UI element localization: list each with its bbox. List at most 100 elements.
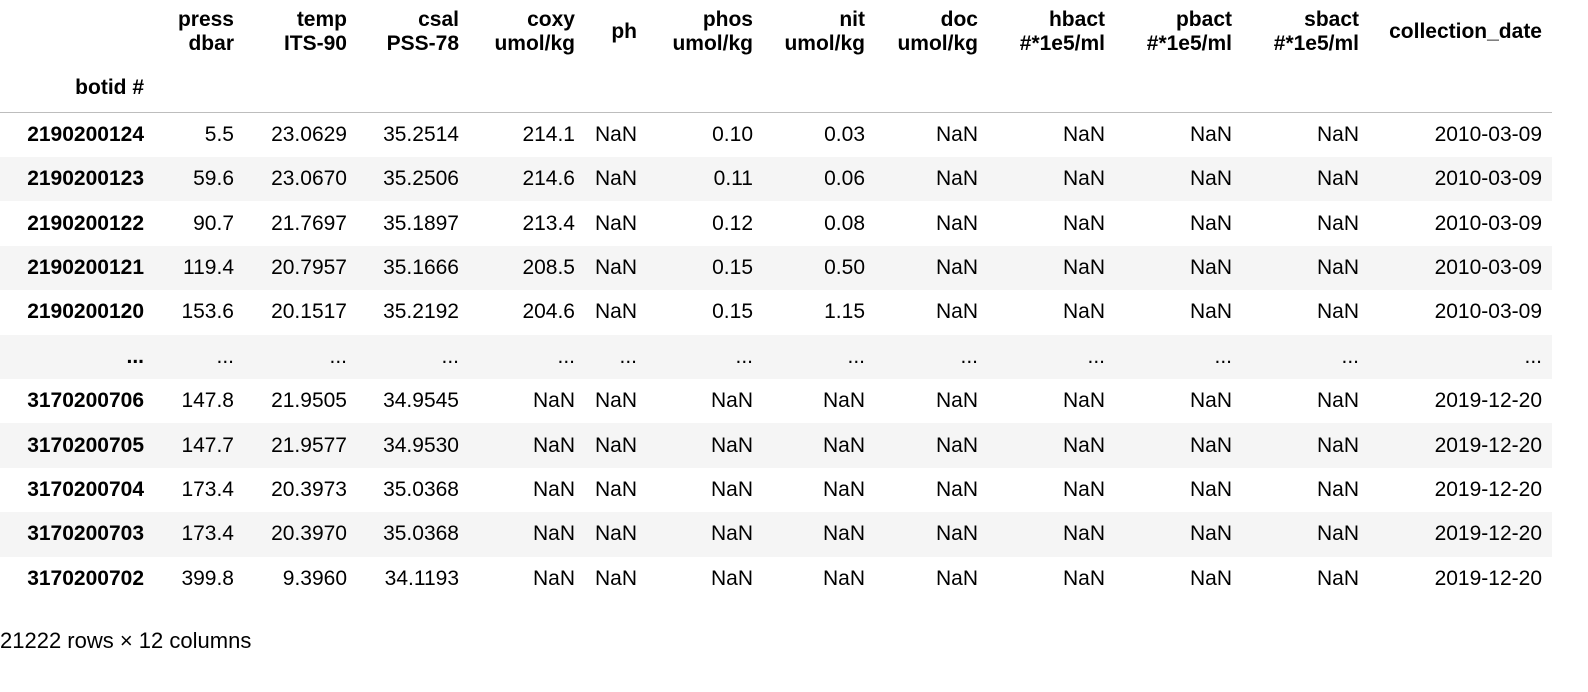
table-row: 2190200124 5.5 23.0629 35.2514 214.1 NaN 0.10 0… bbox=[0, 112, 1552, 157]
cell-date: 2019-12-20 bbox=[1434, 522, 1542, 546]
table-row: 3170200704 173.4 20.3973 35.0368 NaN NaN NaN Na… bbox=[0, 467, 1552, 513]
column-name: pbact bbox=[1175, 8, 1232, 31]
cell-coxy: NaN bbox=[532, 477, 575, 501]
cell-pbact: NaN bbox=[1189, 566, 1232, 590]
cell-coxy: 213.4 bbox=[522, 211, 575, 235]
cell-doc: NaN bbox=[935, 566, 978, 590]
cell-press: ... bbox=[216, 344, 234, 368]
column-unit: umol/kg bbox=[494, 32, 575, 55]
cell-phos: 0.11 bbox=[713, 167, 753, 191]
cell-coxy: NaN bbox=[532, 522, 575, 546]
cell-ph: ... bbox=[619, 344, 637, 368]
column-header-doc: doc umol/kg bbox=[875, 0, 988, 64]
cell-press: 153.6 bbox=[181, 300, 234, 324]
column-name: press bbox=[177, 8, 234, 31]
cell-nit: NaN bbox=[822, 389, 865, 413]
cell-csal: 34.1193 bbox=[384, 566, 459, 590]
cell-pbact: NaN bbox=[1189, 389, 1232, 413]
cell-hbact: NaN bbox=[1062, 123, 1105, 146]
cell-press: 173.4 bbox=[181, 522, 234, 546]
table-row: 2190200121 119.4 20.7957 35.1666 208.5 NaN 0.1… bbox=[0, 245, 1552, 291]
row-index: 3170200702 bbox=[27, 566, 144, 590]
cell-ph: NaN bbox=[595, 211, 638, 235]
cell-date: 2010-03-09 bbox=[1434, 211, 1542, 235]
cell-phos: 0.10 bbox=[712, 123, 753, 146]
table-row: 3170200702 399.8 9.3960 34.1193 NaN NaN NaN NaN… bbox=[0, 556, 1552, 601]
cell-temp: 20.1517 bbox=[271, 300, 347, 324]
cell-temp: 21.7697 bbox=[271, 211, 347, 235]
cell-csal: ... bbox=[441, 344, 459, 368]
column-header-press: press dbar bbox=[154, 0, 244, 64]
cell-phos: NaN bbox=[710, 566, 753, 590]
cell-phos: NaN bbox=[710, 433, 753, 457]
column-header-hbact: hbact #*1e5/ml bbox=[988, 0, 1115, 64]
cell-hbact: NaN bbox=[1062, 477, 1105, 501]
cell-temp: 23.0629 bbox=[271, 123, 347, 146]
cell-nit: NaN bbox=[822, 522, 865, 546]
cell-sbact: NaN bbox=[1316, 522, 1359, 546]
row-index: 3170200703 bbox=[27, 522, 144, 546]
cell-ph: NaN bbox=[595, 477, 638, 501]
cell-pbact: NaN bbox=[1189, 167, 1232, 191]
cell-nit: NaN bbox=[822, 433, 865, 457]
cell-doc: NaN bbox=[935, 477, 978, 501]
column-name: coxy bbox=[527, 8, 575, 31]
cell-hbact: NaN bbox=[1062, 211, 1105, 235]
cell-nit: 0.06 bbox=[824, 167, 865, 191]
column-name: hbact bbox=[1048, 8, 1105, 31]
cell-csal: 35.2514 bbox=[383, 123, 459, 146]
cell-pbact: NaN bbox=[1189, 300, 1232, 324]
cell-phos: NaN bbox=[710, 477, 753, 501]
cell-press: 147.8 bbox=[181, 389, 234, 413]
cell-pbact: NaN bbox=[1189, 522, 1232, 546]
ellipsis-row: ....................................... bbox=[0, 334, 1552, 379]
table-row: 2190200123 59.6 23.0670 35.2506 214.6 NaN 0.11… bbox=[0, 157, 1552, 202]
cell-pbact: NaN bbox=[1189, 123, 1232, 146]
index-name-row: botid # bbox=[0, 64, 1552, 113]
cell-hbact: ... bbox=[1087, 344, 1105, 368]
column-header-sbact: sbact #*1e5/ml bbox=[1242, 0, 1369, 64]
cell-press: 90.7 bbox=[193, 211, 234, 235]
cell-temp: 20.7957 bbox=[271, 255, 347, 279]
cell-coxy: 208.5 bbox=[522, 255, 575, 279]
cell-hbact: NaN bbox=[1062, 389, 1105, 413]
column-name: nit bbox=[839, 8, 865, 31]
column-unit: #*1e5/ml bbox=[1273, 32, 1359, 55]
column-header-coxy: coxy umol/kg bbox=[469, 0, 585, 64]
cell-ph: NaN bbox=[595, 389, 638, 413]
cell-temp: 9.3960 bbox=[282, 566, 347, 590]
table-body: 2190200124 5.5 23.0629 35.2514 214.1 NaN 0.10 0… bbox=[0, 112, 1552, 601]
row-index: 2190200123 bbox=[27, 167, 144, 191]
cell-date: 2010-03-09 bbox=[1434, 123, 1542, 146]
cell-nit: NaN bbox=[822, 477, 865, 501]
cell-date: 2019-12-20 bbox=[1434, 566, 1542, 590]
column-unit: umol/kg bbox=[897, 32, 978, 55]
cell-doc: NaN bbox=[935, 522, 978, 546]
cell-hbact: NaN bbox=[1062, 522, 1105, 546]
cell-csal: 35.1666 bbox=[383, 255, 459, 279]
cell-doc: NaN bbox=[935, 389, 978, 413]
cell-nit: 1.15 bbox=[824, 300, 865, 324]
column-unit: umol/kg bbox=[672, 32, 753, 55]
row-index: 3170200706 bbox=[27, 389, 144, 413]
cell-ph: NaN bbox=[595, 255, 638, 279]
cell-coxy: 214.6 bbox=[522, 167, 575, 191]
cell-coxy: ... bbox=[557, 344, 575, 368]
cell-ph: NaN bbox=[595, 300, 638, 324]
cell-csal: 35.0368 bbox=[383, 522, 459, 546]
cell-hbact: NaN bbox=[1062, 433, 1105, 457]
cell-date: 2019-12-20 bbox=[1434, 389, 1542, 413]
cell-csal: 34.9545 bbox=[383, 389, 459, 413]
column-unit: ITS-90 bbox=[283, 32, 347, 55]
cell-phos: 0.15 bbox=[712, 255, 753, 279]
column-name: ph bbox=[611, 20, 637, 43]
column-name: temp bbox=[296, 8, 347, 31]
cell-ph: NaN bbox=[595, 167, 638, 191]
cell-hbact: NaN bbox=[1062, 300, 1105, 324]
cell-temp: 21.9577 bbox=[271, 433, 347, 457]
cell-pbact: NaN bbox=[1189, 433, 1232, 457]
column-name: collection_date bbox=[1389, 20, 1542, 43]
cell-date: 2019-12-20 bbox=[1434, 477, 1542, 501]
table-row: 2190200120 153.6 20.1517 35.2192 204.6 NaN 0.1… bbox=[0, 290, 1552, 335]
table-row: 3170200706 147.8 21.9505 34.9545 NaN NaN NaN Na… bbox=[0, 378, 1552, 424]
